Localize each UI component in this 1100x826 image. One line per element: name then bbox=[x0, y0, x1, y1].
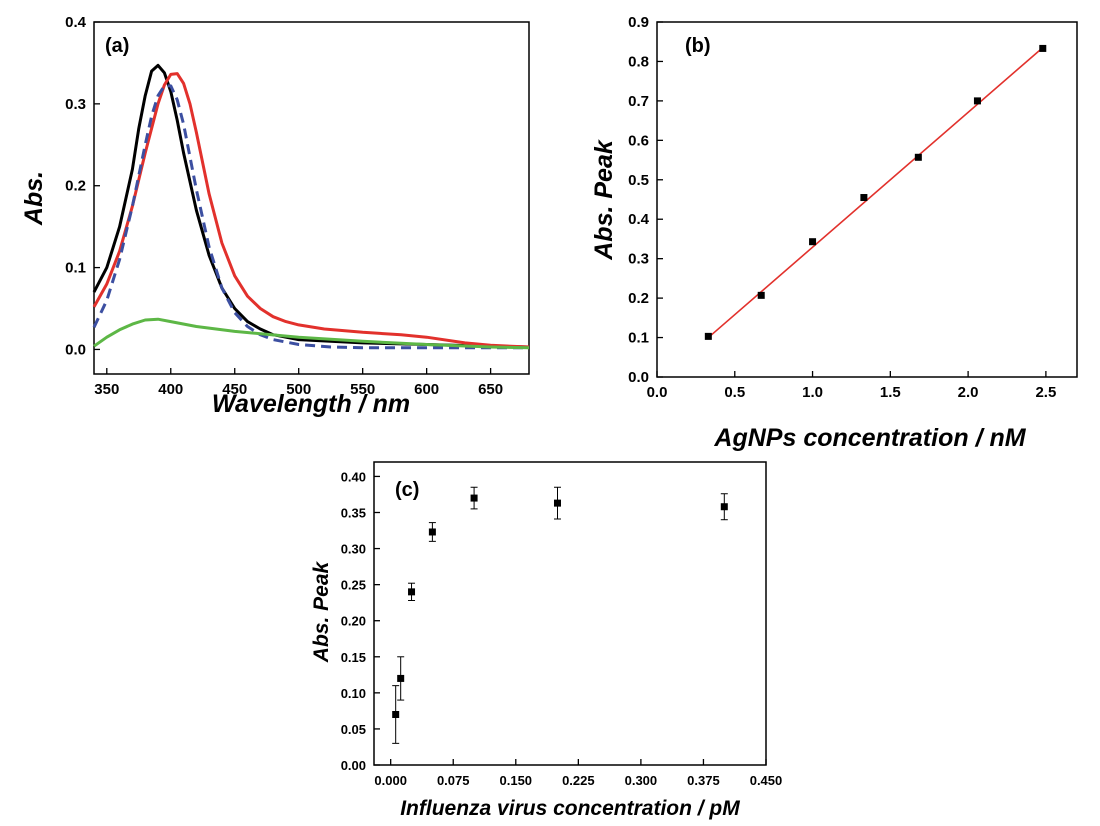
data-point bbox=[470, 494, 478, 502]
x-tick-label: 0.075 bbox=[437, 773, 470, 788]
y-tick-label: 0.40 bbox=[341, 469, 366, 484]
x-tick-label: 0.150 bbox=[500, 773, 533, 788]
y-tick-label: 0.4 bbox=[628, 211, 650, 228]
panel-b-points bbox=[704, 44, 1047, 340]
panel-a-xlabel: Wavelength / nm bbox=[212, 390, 410, 418]
y-tick-label: 0.2 bbox=[628, 290, 649, 307]
y-tick-label: 0.1 bbox=[628, 330, 649, 347]
x-tick-label: 2.5 bbox=[1035, 384, 1056, 401]
data-point bbox=[720, 503, 728, 511]
panel-b-ylabel: Abs. Peak bbox=[590, 139, 618, 261]
y-tick-label: 0.9 bbox=[628, 14, 649, 31]
panel-b: 0.0 0.5 1.0 1.5 2.0 2.5 0.0 0.1 0.2 0.3 0.4 0.5 0.6 0… bbox=[590, 14, 1078, 452]
panel-a-axes: 350 400 450 500 550 600 650 0.0 0.1 0.2 0.3 0.4 bbox=[65, 14, 503, 398]
data-point bbox=[860, 194, 868, 202]
y-tick-label: 0.05 bbox=[341, 722, 366, 737]
y-tick-label: 0.25 bbox=[341, 578, 366, 593]
y-tick-label: 0.0 bbox=[628, 369, 649, 386]
x-tick-label: 650 bbox=[478, 381, 503, 398]
y-tick-label: 0.4 bbox=[65, 14, 87, 31]
data-point bbox=[428, 528, 436, 536]
data-point bbox=[1039, 44, 1047, 52]
data-point bbox=[553, 499, 561, 507]
data-point bbox=[408, 588, 416, 596]
x-tick-label: 0.225 bbox=[562, 773, 595, 788]
x-tick-label: 1.5 bbox=[880, 384, 901, 401]
panel-b-label: (b) bbox=[685, 35, 711, 57]
panel-c-points bbox=[392, 486, 728, 744]
x-tick-label: 0.375 bbox=[687, 773, 720, 788]
y-tick-label: 0.20 bbox=[341, 614, 366, 629]
panel-b-axes: 0.0 0.5 1.0 1.5 2.0 2.5 0.0 0.1 0.2 0.3 0.4 0.5 0.6 0… bbox=[628, 14, 1056, 401]
panel-b-xlabel: AgNPs concentration / nM bbox=[713, 424, 1026, 452]
data-point bbox=[397, 674, 405, 682]
panel-a-ylabel: Abs. bbox=[20, 171, 48, 226]
x-tick-label: 2.0 bbox=[958, 384, 979, 401]
y-tick-label: 0.8 bbox=[628, 53, 649, 70]
data-point bbox=[757, 291, 765, 299]
x-tick-label: 1.0 bbox=[802, 384, 823, 401]
data-point bbox=[704, 332, 712, 340]
panel-c-xlabel: Influenza virus concentration / pM bbox=[400, 797, 740, 820]
panel-c-frame bbox=[373, 461, 767, 766]
y-tick-label: 0.5 bbox=[628, 172, 649, 189]
y-tick-label: 0.3 bbox=[628, 251, 649, 268]
x-tick-label: 600 bbox=[414, 381, 439, 398]
y-tick-label: 0.00 bbox=[341, 758, 366, 773]
x-tick-label: 0.450 bbox=[750, 773, 783, 788]
y-tick-label: 0.1 bbox=[65, 260, 86, 277]
x-tick-label: 0.0 bbox=[647, 384, 668, 401]
series-line-2 bbox=[92, 72, 530, 349]
data-point bbox=[914, 153, 922, 161]
x-tick-label: 0.300 bbox=[625, 773, 658, 788]
x-tick-label: 400 bbox=[158, 381, 183, 398]
x-tick-label: 450 bbox=[222, 381, 247, 398]
panel-a-frame bbox=[93, 21, 530, 375]
x-tick-label: 500 bbox=[286, 381, 311, 398]
series-line-4 bbox=[93, 317, 530, 350]
y-tick-label: 0.0 bbox=[65, 341, 86, 358]
data-point bbox=[973, 97, 981, 105]
fit-line bbox=[707, 47, 1044, 339]
panel-c-ylabel: Abs. Peak bbox=[310, 560, 333, 663]
panel-c-label: (c) bbox=[395, 479, 419, 501]
y-tick-label: 0.15 bbox=[341, 650, 366, 665]
y-tick-label: 0.6 bbox=[628, 132, 649, 149]
y-tick-label: 0.2 bbox=[65, 178, 86, 195]
panel-c: 0.000 0.075 0.150 0.225 0.300 0.375 0.450 0.00 0… bbox=[310, 461, 783, 820]
panel-a-label: (a) bbox=[105, 35, 129, 57]
x-tick-label: 350 bbox=[94, 381, 119, 398]
x-tick-label: 0.5 bbox=[724, 384, 745, 401]
panel-c-axes: 0.000 0.075 0.150 0.225 0.300 0.375 0.450 0.00 0… bbox=[341, 469, 783, 788]
y-tick-label: 0.30 bbox=[341, 542, 366, 557]
panel-b-frame bbox=[656, 21, 1078, 378]
panel-a: 350 400 450 500 550 600 650 0.0 0.1 0.2 0.3 0.4 (a)… bbox=[20, 14, 530, 418]
y-tick-label: 0.7 bbox=[628, 93, 649, 110]
x-tick-label: 0.000 bbox=[374, 773, 407, 788]
panel-b-fit bbox=[707, 47, 1044, 339]
x-tick-label: 550 bbox=[350, 381, 375, 398]
data-point bbox=[392, 711, 400, 718]
y-tick-label: 0.35 bbox=[341, 506, 366, 521]
y-tick-label: 0.10 bbox=[341, 686, 366, 701]
panel-a-series bbox=[92, 63, 530, 350]
y-tick-label: 0.3 bbox=[65, 96, 86, 113]
series-line-3 bbox=[92, 84, 529, 350]
data-point bbox=[809, 238, 817, 246]
series-line-1 bbox=[92, 63, 530, 349]
